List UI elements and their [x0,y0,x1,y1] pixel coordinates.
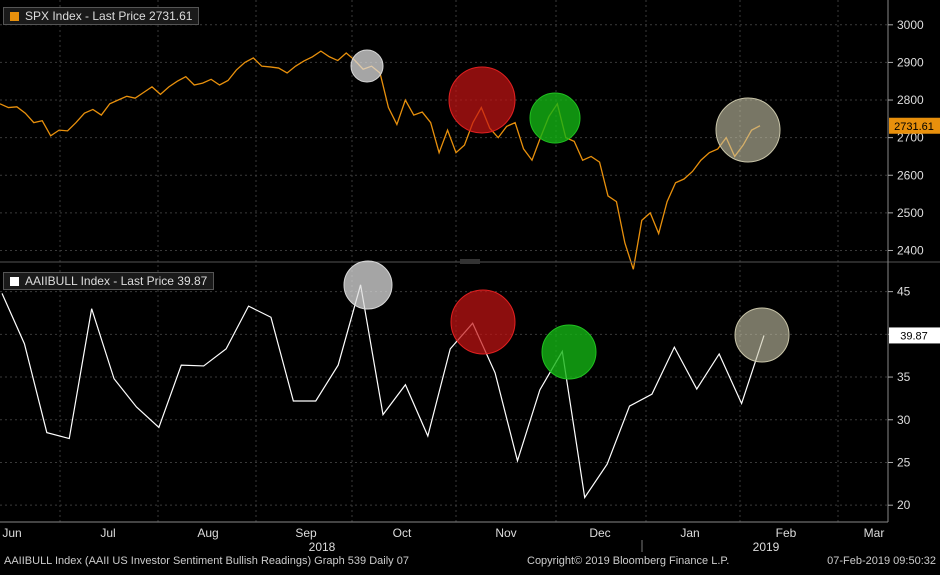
month-label: Jan [680,526,699,540]
ytick-top-label: 2900 [897,55,924,69]
grid [0,0,888,522]
month-label: Mar [864,526,885,540]
highlight-circle-top [448,66,516,134]
legend-aaiibull[interactable]: AAIIBULL Index - Last Price 39.87 [3,272,215,290]
year-label: 2018 [309,540,336,554]
ytick-top-label: 3000 [897,18,924,32]
ytick-bot-label: 25 [897,455,911,469]
legend-aaiibull-label: AAIIBULL Index - Last Price 39.87 [25,274,208,288]
last-price-top-text: 2731.61 [894,121,934,133]
month-label: Oct [393,526,412,540]
highlight-circle-top [715,97,781,163]
footer-timestamp: 07-Feb-2019 09:50:32 [827,555,936,567]
year-label: 2019 [753,540,780,554]
footer-description: AAIIBULL Index (AAII US Investor Sentime… [4,555,409,567]
month-label: Jun [2,526,21,540]
aaiibull-panel [1,284,765,500]
month-label: Dec [589,526,610,540]
ytick-bot-label: 30 [897,413,911,427]
last-price-badge-top [889,117,940,134]
ytick-top-label: 2500 [897,206,924,220]
highlight-circle-bottom [450,289,516,355]
last-price-badge-bottom [889,327,940,344]
ytick-top-label: 2800 [897,93,924,107]
ytick-top-label: 2600 [897,168,924,182]
aaiibull-line [1,284,765,500]
ytick-bot-label: 20 [897,498,911,512]
highlight-circle-bottom [343,260,393,310]
highlight-circle-bottom [734,307,790,363]
ytick-top-label: 2700 [897,131,924,145]
month-label: Jul [100,526,115,540]
highlight-circle-bottom [541,324,597,380]
legend-spx[interactable]: SPX Index - Last Price 2731.61 [3,7,200,25]
last-price-bottom-text: 39.87 [900,330,928,342]
footer-copyright: Copyright© 2019 Bloomberg Finance L.P. [527,555,730,567]
ytick-top-label: 2400 [897,243,924,257]
legend-spx-swatch [10,11,19,21]
splitter-handle [460,259,480,264]
highlight-circles [343,49,790,380]
legend-spx-label: SPX Index - Last Price 2731.61 [25,9,193,23]
highlight-circle-top [529,92,581,144]
month-label: Feb [776,526,797,540]
highlight-circle-top [350,49,384,83]
month-label: Aug [197,526,218,540]
axes: 2400250026002700280029003000202530354045… [0,0,940,554]
month-label: Nov [495,526,516,540]
ytick-bot-label: 45 [897,285,911,299]
ytick-bot-label: 35 [897,370,911,384]
legend-aaiibull-swatch [10,276,19,286]
month-label: Sep [295,526,317,540]
